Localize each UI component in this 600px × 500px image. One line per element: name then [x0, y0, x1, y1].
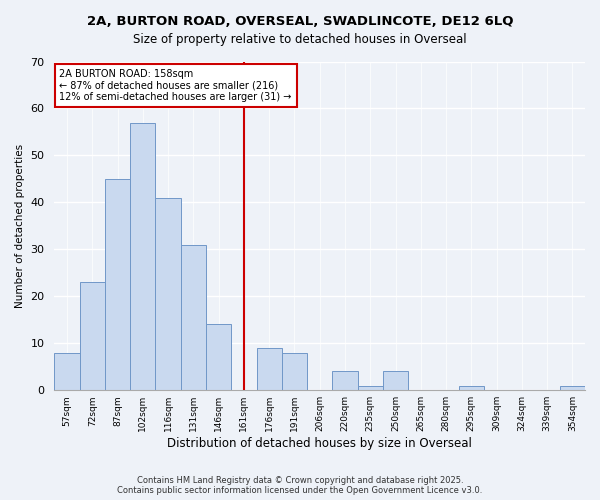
Bar [257, 348, 282, 390]
Text: Contains HM Land Registry data © Crown copyright and database right 2025.
Contai: Contains HM Land Registry data © Crown c… [118, 476, 482, 495]
Bar [155, 198, 181, 390]
Bar [55, 352, 80, 390]
Bar [206, 324, 231, 390]
Bar [332, 372, 358, 390]
Bar [181, 244, 206, 390]
Bar [458, 386, 484, 390]
Text: Size of property relative to detached houses in Overseal: Size of property relative to detached ho… [133, 32, 467, 46]
Bar [282, 352, 307, 390]
Y-axis label: Number of detached properties: Number of detached properties [15, 144, 25, 308]
Text: 2A, BURTON ROAD, OVERSEAL, SWADLINCOTE, DE12 6LQ: 2A, BURTON ROAD, OVERSEAL, SWADLINCOTE, … [87, 15, 513, 28]
Text: 2A BURTON ROAD: 158sqm
← 87% of detached houses are smaller (216)
12% of semi-de: 2A BURTON ROAD: 158sqm ← 87% of detached… [59, 68, 292, 102]
Bar [130, 122, 155, 390]
Bar [383, 372, 408, 390]
X-axis label: Distribution of detached houses by size in Overseal: Distribution of detached houses by size … [167, 437, 472, 450]
Bar [80, 282, 105, 390]
Bar [358, 386, 383, 390]
Bar [105, 179, 130, 390]
Bar [560, 386, 585, 390]
